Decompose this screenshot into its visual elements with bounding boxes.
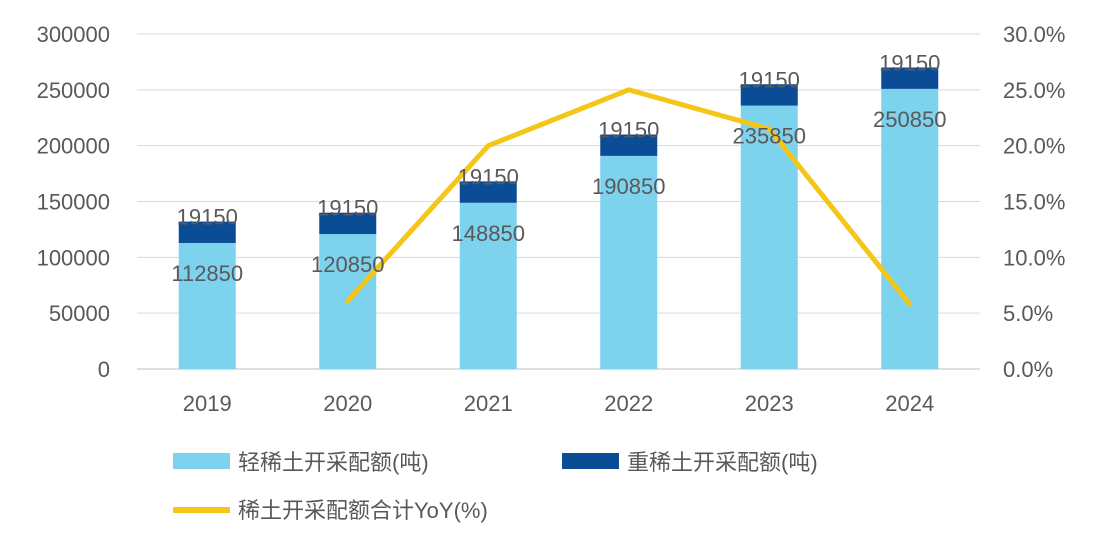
y-left-tick-label: 100000: [37, 245, 110, 270]
bar-heavy-2020: [319, 212, 377, 235]
data-label-light-2020: 120850: [311, 252, 384, 277]
data-label-heavy-2019: 19150: [177, 205, 238, 230]
legend-label-yoy: 稀土开采配额合计YoY(%): [238, 498, 488, 523]
bar-heavy-2021: [459, 181, 517, 203]
y-left-tick-label: 300000: [37, 22, 110, 47]
bar-heavy-2023: [740, 84, 798, 106]
yoy-line: [345, 87, 913, 307]
data-label-light-2021: 148850: [452, 221, 525, 246]
data-label-heavy-2021: 19150: [458, 164, 519, 189]
data-label-heavy-2020: 19150: [317, 196, 378, 221]
right-axis: 0.0% 5.0% 10.0% 15.0% 20.0% 25.0% 30.0%: [1003, 22, 1065, 382]
data-labels: 112850 19150 120850 19150 148850 19150 190850 1…: [171, 51, 946, 286]
yoy-line-path: [345, 87, 913, 307]
y-left-tick-label: 200000: [37, 134, 110, 159]
bar-heavy-2019: [178, 221, 236, 243]
y-right-tick-label: 20.0%: [1003, 134, 1065, 159]
data-label-heavy-2022: 19150: [598, 118, 659, 143]
x-tick-label: 2019: [183, 391, 232, 416]
y-right-tick-label: 25.0%: [1003, 78, 1065, 103]
legend-swatch-heavy: [562, 453, 619, 469]
legend-label-heavy: 重稀土开采配额(吨): [627, 450, 818, 475]
y-right-tick-label: 10.0%: [1003, 245, 1065, 270]
bars: [178, 67, 939, 370]
data-label-heavy-2024: 19150: [879, 51, 940, 76]
y-right-tick-label: 15.0%: [1003, 190, 1065, 215]
bar-light-2022: [600, 155, 658, 369]
left-axis: 0 50000 100000 150000 200000 250000 300000: [37, 22, 110, 382]
legend-label-light: 轻稀土开采配额(吨): [238, 450, 429, 475]
data-label-light-2022: 190850: [592, 174, 665, 199]
x-tick-label: 2020: [323, 391, 372, 416]
y-left-tick-label: 150000: [37, 190, 110, 215]
data-label-light-2019: 112850: [171, 261, 243, 286]
x-tick-label: 2024: [885, 391, 934, 416]
data-label-light-2023: 235850: [733, 124, 806, 149]
legend-swatch-light: [173, 453, 230, 469]
bar-heavy-2024: [881, 67, 939, 89]
y-left-tick-label: 50000: [49, 301, 110, 326]
bar-light-2019: [178, 242, 236, 369]
data-label-heavy-2023: 19150: [739, 67, 800, 92]
bar-light-2024: [881, 88, 939, 370]
y-right-tick-label: 5.0%: [1003, 301, 1053, 326]
legend: 轻稀土开采配额(吨) 重稀土开采配额(吨) 稀土开采配额合计YoY(%): [173, 450, 818, 523]
x-tick-label: 2022: [604, 391, 653, 416]
data-label-light-2024: 250850: [873, 107, 946, 132]
bar-light-2021: [459, 202, 517, 369]
x-tick-label: 2023: [745, 391, 794, 416]
x-tick-label: 2021: [464, 391, 513, 416]
y-left-tick-label: 0: [98, 357, 110, 382]
x-axis: 2019 2020 2021 2022 2023 2024: [183, 391, 934, 416]
bar-heavy-2022: [600, 134, 658, 156]
y-right-tick-label: 0.0%: [1003, 357, 1053, 382]
y-left-tick-label: 250000: [37, 78, 110, 103]
gridlines: [137, 33, 980, 370]
y-right-tick-label: 30.0%: [1003, 22, 1065, 47]
